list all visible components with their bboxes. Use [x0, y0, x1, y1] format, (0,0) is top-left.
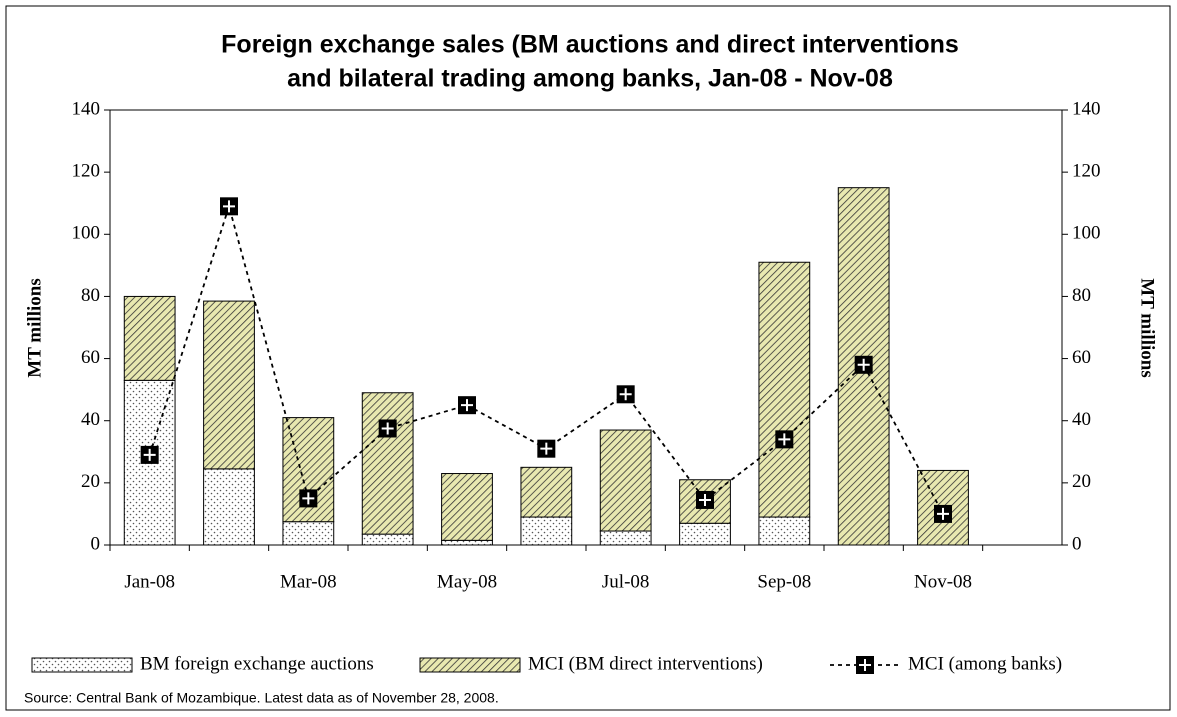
y2-tick-label: 40 — [1072, 409, 1091, 430]
legend-swatch — [419, 657, 521, 673]
legend-label: BM foreign exchange auctions — [140, 653, 374, 674]
chart-title: Foreign exchange sales (BM auctions and … — [221, 31, 959, 59]
x-tick-label: Sep-08 — [757, 571, 811, 592]
y-tick-label: 80 — [81, 285, 100, 306]
bar — [203, 300, 255, 470]
bar — [599, 530, 652, 546]
y2-tick-label: 140 — [1072, 98, 1101, 119]
y2-tick-label: 80 — [1072, 285, 1091, 306]
y2-tick-label: 60 — [1072, 347, 1091, 368]
point-cross — [619, 388, 632, 401]
bar — [203, 468, 255, 546]
y2-tick-label: 0 — [1072, 533, 1082, 554]
x-tick-label: Mar-08 — [280, 571, 337, 592]
legend-swatch — [859, 659, 871, 671]
frame — [5, 5, 1171, 711]
bar — [441, 539, 493, 546]
bar — [361, 533, 414, 546]
y-tick-label: 20 — [81, 471, 100, 492]
legend-label: MCI (among banks) — [908, 653, 1062, 674]
point-cross — [857, 358, 870, 371]
y2-axis-label: MT millions — [1137, 278, 1158, 377]
y-tick-label: 140 — [72, 98, 101, 119]
bar — [361, 392, 414, 535]
y-axis-label: MT millions — [24, 278, 45, 377]
point-cross — [302, 492, 315, 505]
bar — [520, 466, 573, 518]
point-cross — [699, 493, 711, 506]
chart-title: and bilateral trading among banks, Jan-0… — [287, 65, 893, 93]
x-tick-label: Jul-08 — [602, 571, 650, 592]
point-cross — [223, 200, 235, 213]
bar — [123, 295, 176, 381]
bar — [679, 522, 731, 546]
bar — [282, 521, 335, 546]
point-cross — [461, 399, 473, 412]
x-tick-label: May-08 — [437, 571, 497, 592]
bar — [441, 473, 493, 541]
x-tick-label: Jan-08 — [124, 571, 175, 592]
y2-tick-label: 120 — [1072, 161, 1101, 182]
bar — [758, 261, 811, 518]
x-tick-label: Nov-08 — [914, 571, 972, 592]
legend-swatch — [31, 657, 133, 673]
point-cross — [540, 442, 553, 455]
point-cross — [937, 507, 949, 520]
legend-label: MCI (BM direct interventions) — [528, 653, 763, 674]
y-tick-label: 120 — [72, 161, 101, 182]
y2-tick-label: 20 — [1072, 471, 1091, 492]
y-tick-label: 40 — [81, 409, 100, 430]
bar — [520, 516, 573, 546]
y-tick-label: 100 — [72, 223, 101, 244]
bar — [758, 516, 811, 546]
bar — [599, 429, 652, 532]
source-note: Source: Central Bank of Mozambique. Late… — [24, 690, 499, 706]
point-cross — [778, 433, 791, 446]
point-cross — [143, 448, 156, 461]
y-tick-label: 0 — [91, 533, 101, 554]
point-cross — [381, 422, 394, 435]
y-tick-label: 60 — [81, 347, 100, 368]
y2-tick-label: 100 — [1072, 223, 1101, 244]
